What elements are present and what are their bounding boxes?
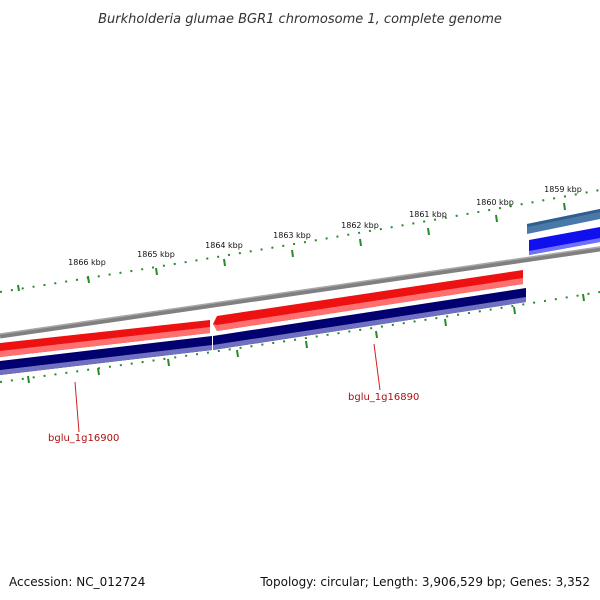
major-tick [27, 375, 30, 384]
kbp-label: 1865 kbp [137, 250, 175, 259]
forward-cds-track [0, 270, 523, 357]
inner-tick-scale [0, 291, 600, 384]
forward-gene-bglu_1g16900-light [0, 327, 210, 357]
major-tick [563, 202, 566, 211]
gene-callouts: bglu_1g16900 bglu_1g16890 [48, 343, 419, 444]
outer-tick-scale [0, 189, 600, 293]
kbp-label: 1864 kbp [205, 241, 243, 250]
kbp-label: 1861 kbp [409, 210, 447, 219]
major-tick [444, 318, 447, 327]
right-genes [527, 209, 600, 255]
gene-feature-blue-edge [529, 238, 600, 255]
major-tick [291, 249, 294, 258]
forward-gene-bglu_1g16890-light [213, 278, 523, 331]
major-tick [223, 258, 226, 267]
kbp-label: 1860 kbp [476, 198, 514, 207]
major-tick [513, 306, 516, 315]
major-tick [305, 340, 308, 349]
genome-backbone [0, 246, 600, 339]
major-tick [167, 358, 170, 367]
kbp-label: 1859 kbp [544, 185, 582, 194]
kbp-label: 1863 kbp [273, 231, 311, 240]
reverse-gene-bglu_1g16890-light [213, 297, 526, 350]
callout-line-bglu_1g16890 [373, 343, 381, 391]
major-tick [359, 238, 362, 247]
accession-text: Accession: NC_012724 [9, 575, 145, 589]
callout-line-bglu_1g16900 [74, 381, 80, 433]
gene-label-bglu_1g16890: bglu_1g16890 [348, 392, 419, 403]
major-tick [17, 284, 20, 292]
major-tick [427, 227, 430, 236]
major-tick [495, 214, 498, 223]
major-tick [155, 267, 158, 276]
reverse-cds-track [0, 288, 526, 375]
gene-label-bglu_1g16900: bglu_1g16900 [48, 433, 119, 444]
major-tick [236, 349, 239, 358]
reverse-gene-bglu_1g16900-light [0, 345, 212, 375]
gene-feature-steel-highlight [527, 209, 600, 227]
kbp-label: 1866 kbp [68, 258, 106, 267]
genome-backbone-shine [0, 246, 600, 335]
major-tick [97, 367, 100, 376]
major-tick [582, 293, 585, 302]
kbp-label: 1862 kbp [341, 221, 379, 230]
genome-summary-text: Topology: circular; Length: 3,906,529 bp… [259, 575, 590, 589]
map-title: Burkholderia glumae BGR1 chromosome 1, c… [98, 12, 502, 27]
kbp-labels: 1866 kbp 1865 kbp 1864 kbp 1863 kbp 1862… [68, 185, 582, 267]
major-tick [87, 275, 90, 284]
major-tick [375, 330, 378, 339]
